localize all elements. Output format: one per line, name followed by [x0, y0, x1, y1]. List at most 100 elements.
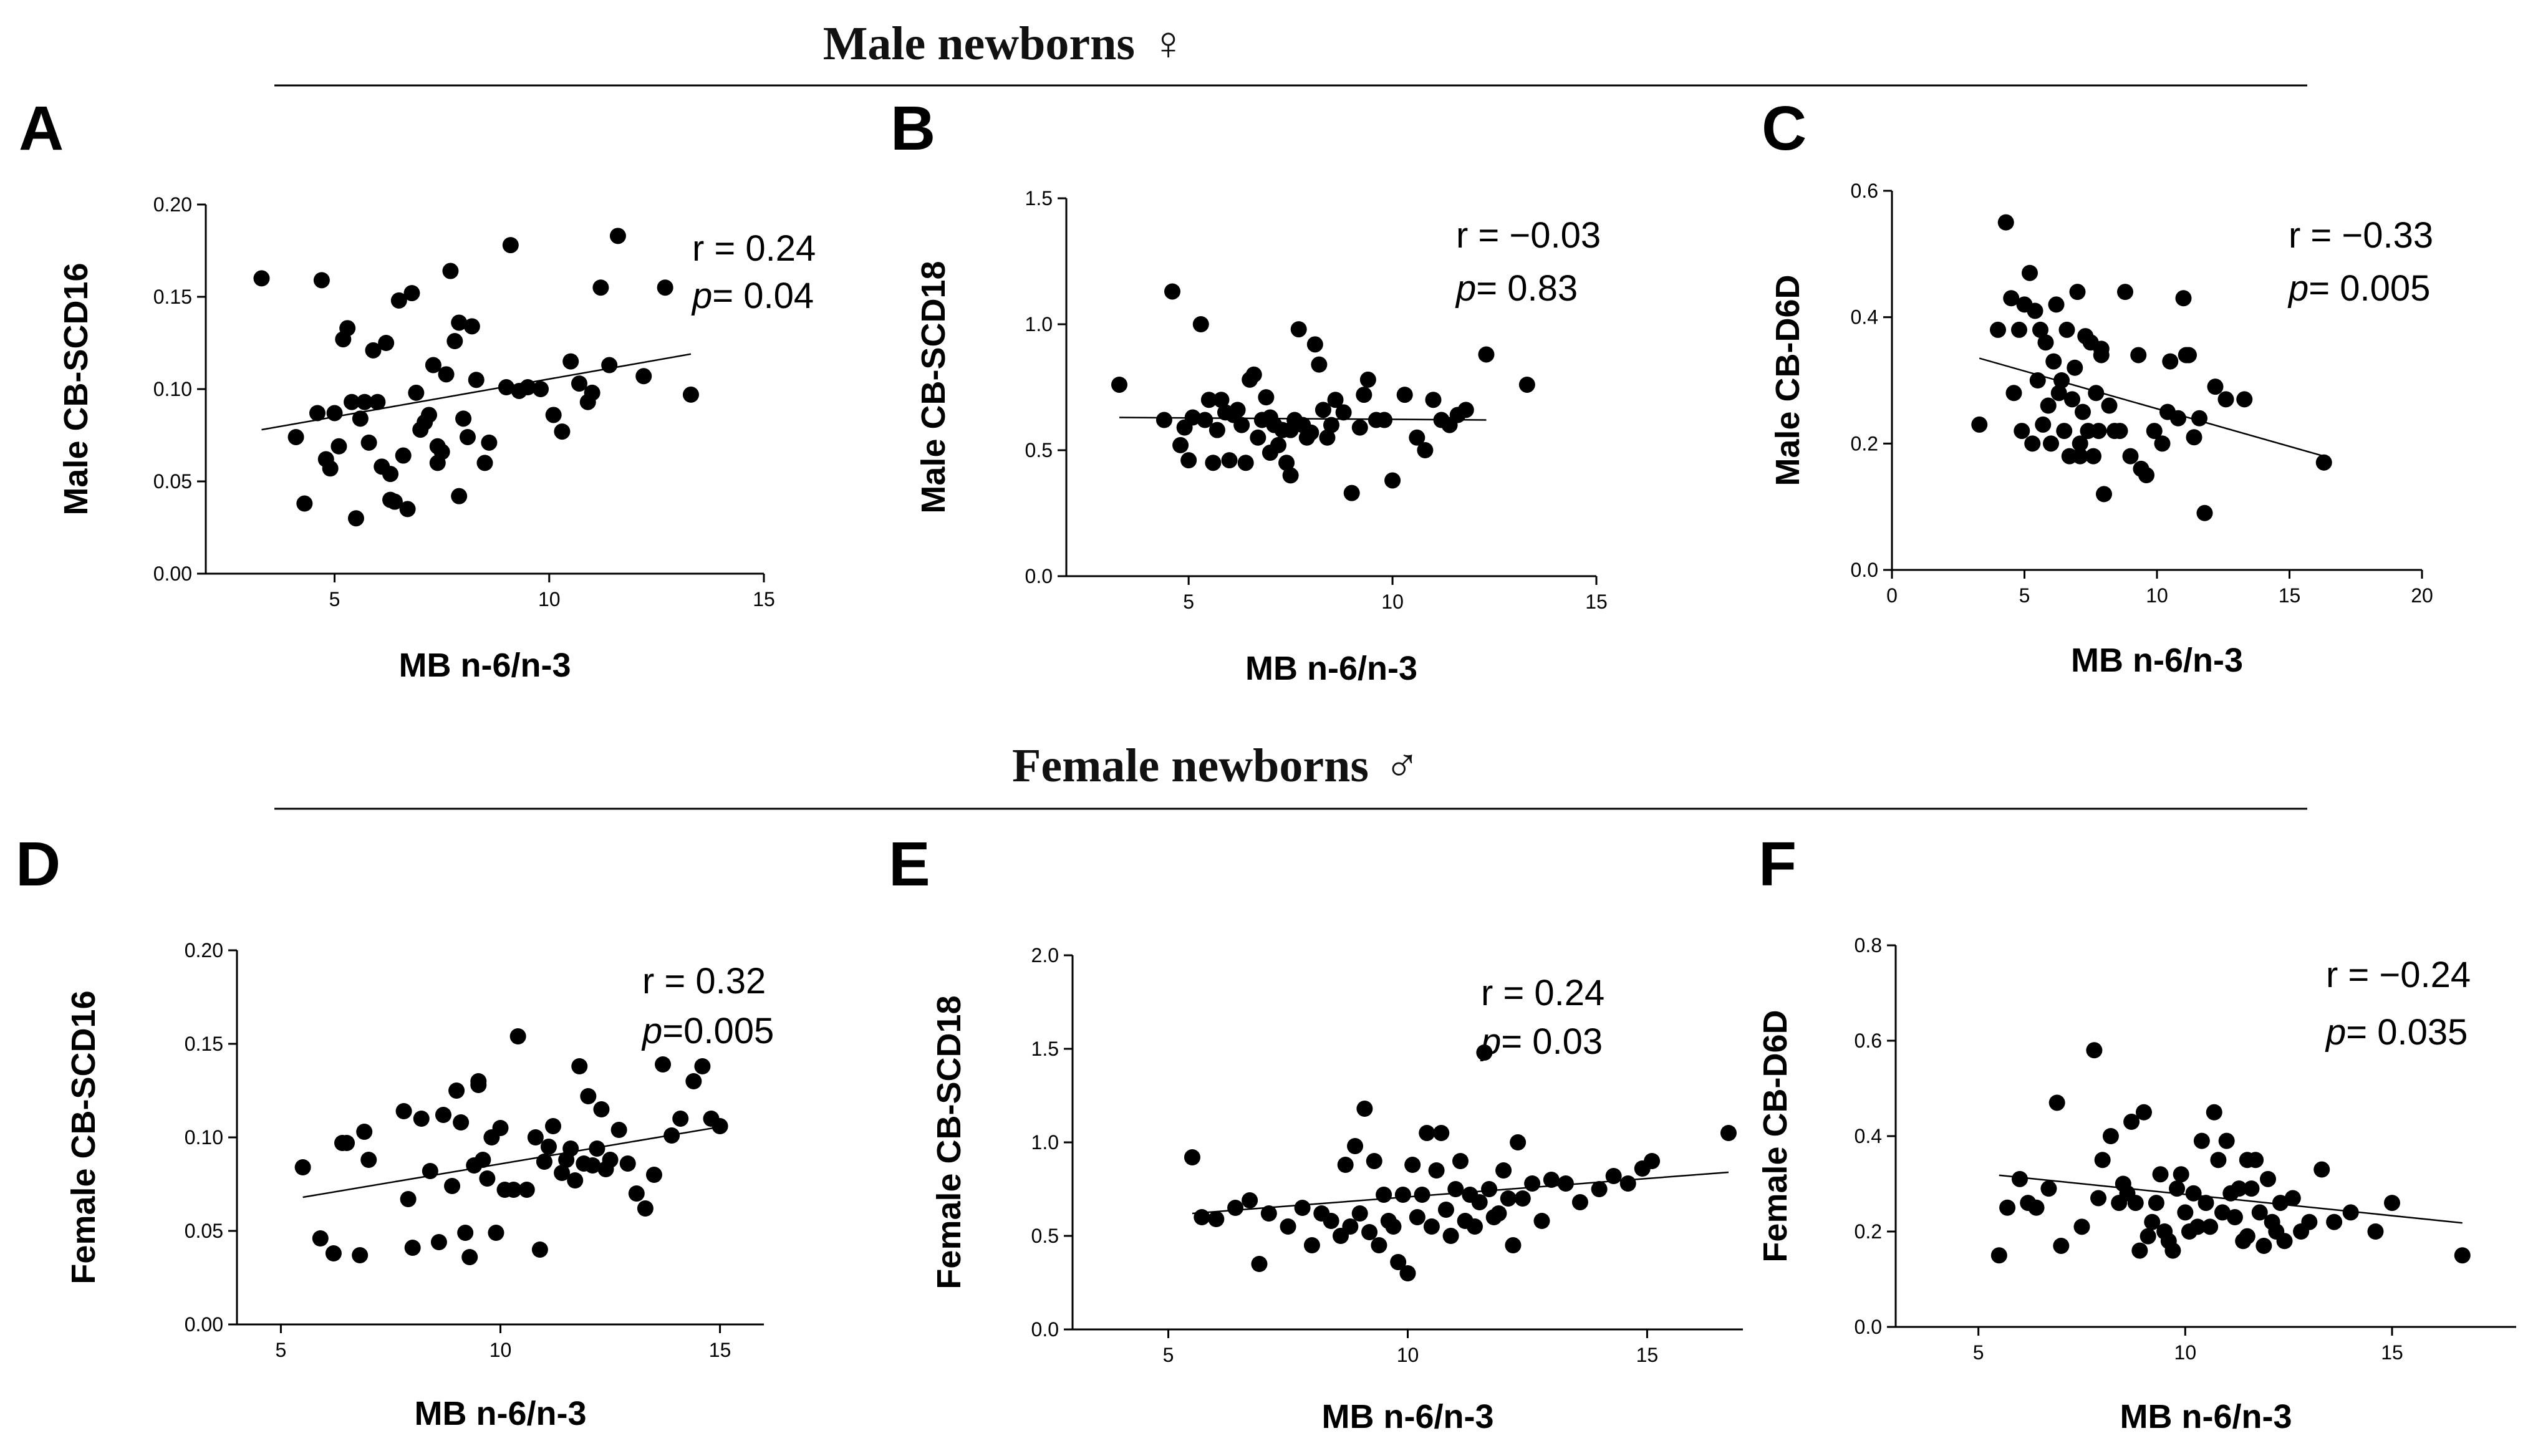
p-value-c: p= 0.005 — [2287, 268, 2430, 309]
data-point — [1282, 422, 1299, 438]
data-point — [1221, 452, 1238, 469]
data-point — [1303, 424, 1319, 441]
y-tick-label: 0.8 — [1855, 934, 1882, 957]
data-point — [2210, 1152, 2227, 1169]
data-point — [1342, 1218, 1359, 1235]
data-point — [712, 1118, 728, 1134]
data-point — [400, 1191, 417, 1207]
data-point — [554, 423, 571, 440]
data-point — [593, 1101, 610, 1117]
data-point — [1294, 1200, 1311, 1216]
data-point — [2207, 378, 2224, 395]
data-point — [580, 1088, 597, 1104]
data-point — [2189, 1218, 2206, 1235]
data-point — [2133, 460, 2149, 477]
data-point — [2159, 403, 2176, 420]
data-point — [2069, 284, 2086, 301]
panel-letter-a: A — [19, 94, 64, 163]
data-point — [1385, 1218, 1402, 1235]
data-point — [1447, 1181, 1464, 1197]
data-point — [425, 357, 441, 374]
data-point — [635, 368, 652, 385]
data-point — [2094, 1152, 2111, 1169]
data-point — [1197, 412, 1213, 428]
data-point — [1394, 1187, 1411, 1203]
data-point — [2073, 1218, 2090, 1235]
data-point — [1262, 409, 1278, 426]
data-point — [2251, 1204, 2268, 1221]
data-point — [422, 1163, 438, 1179]
data-point — [1384, 472, 1401, 489]
y-tick-label: 0.2 — [1851, 432, 1878, 455]
data-point — [2326, 1213, 2343, 1230]
y-tick-label: 0.5 — [1031, 1225, 1059, 1247]
data-point — [2020, 1195, 2037, 1212]
correlation-r-b: r = −0.03 — [1456, 215, 1601, 256]
panel-letter-e: E — [889, 829, 930, 899]
data-point — [403, 285, 420, 302]
data-point — [451, 488, 468, 504]
data-point — [533, 381, 549, 397]
data-point — [2260, 1170, 2276, 1187]
data-point — [459, 428, 476, 445]
data-point — [1347, 1138, 1364, 1154]
y-tick-label: 1.0 — [1025, 313, 1053, 335]
data-point — [2005, 385, 2022, 402]
data-point — [1467, 1218, 1483, 1235]
data-point — [1442, 1228, 1459, 1244]
p-value-b: p= 0.83 — [1455, 268, 1578, 309]
data-point — [356, 393, 373, 410]
data-point — [1194, 1209, 1210, 1225]
data-point — [2040, 397, 2057, 414]
data-point — [1155, 412, 1172, 428]
data-point — [430, 1234, 447, 1250]
data-point — [610, 1122, 627, 1138]
data-point — [2185, 1185, 2202, 1202]
y-tick-label: 0.4 — [1855, 1125, 1882, 1147]
data-point — [2075, 403, 2091, 420]
data-point — [1505, 1237, 1522, 1253]
data-point — [1343, 485, 1360, 501]
data-point — [2130, 347, 2147, 364]
data-point — [2226, 1209, 2243, 1226]
data-point — [2045, 353, 2062, 370]
data-point — [294, 1159, 311, 1175]
data-point — [628, 1185, 645, 1202]
section-header-male: Male newborns ♀ — [274, 17, 2307, 87]
regression-line-a — [261, 353, 692, 431]
p-value-d: p=0.005 — [641, 1011, 774, 1051]
section-title-female: Female newborns — [1012, 740, 1369, 792]
data-point — [2276, 1233, 2293, 1250]
data-point — [2169, 1180, 2186, 1197]
data-point — [2162, 353, 2179, 370]
data-point — [429, 438, 446, 455]
data-point — [1327, 392, 1344, 408]
data-point — [2131, 1242, 2148, 1259]
data-point — [2088, 385, 2105, 402]
x-tick-label: 0 — [1886, 584, 1898, 607]
data-point — [2146, 423, 2163, 440]
data-point — [2056, 423, 2073, 440]
data-point — [1323, 417, 1339, 433]
data-point — [2043, 435, 2059, 452]
data-point — [446, 333, 463, 350]
data-point — [438, 366, 455, 383]
data-point — [1282, 467, 1299, 484]
data-point — [2037, 334, 2054, 351]
data-point — [344, 393, 360, 410]
data-point — [2313, 1161, 2330, 1178]
data-point — [498, 379, 514, 396]
data-point — [326, 405, 343, 422]
data-point — [378, 335, 395, 351]
x-tick-label: 15 — [709, 1339, 731, 1361]
y-tick-label: 0.20 — [153, 193, 192, 216]
data-point — [2014, 423, 2030, 440]
data-point — [2050, 385, 2067, 402]
data-point — [1356, 1101, 1373, 1117]
data-point — [2032, 321, 2048, 338]
data-point — [2218, 1132, 2235, 1149]
data-point — [2217, 391, 2234, 408]
y-axis-title-b: Male CB-SCD18 — [915, 261, 952, 513]
y-tick-label: 1.5 — [1031, 1038, 1059, 1060]
data-point — [1311, 356, 1328, 373]
